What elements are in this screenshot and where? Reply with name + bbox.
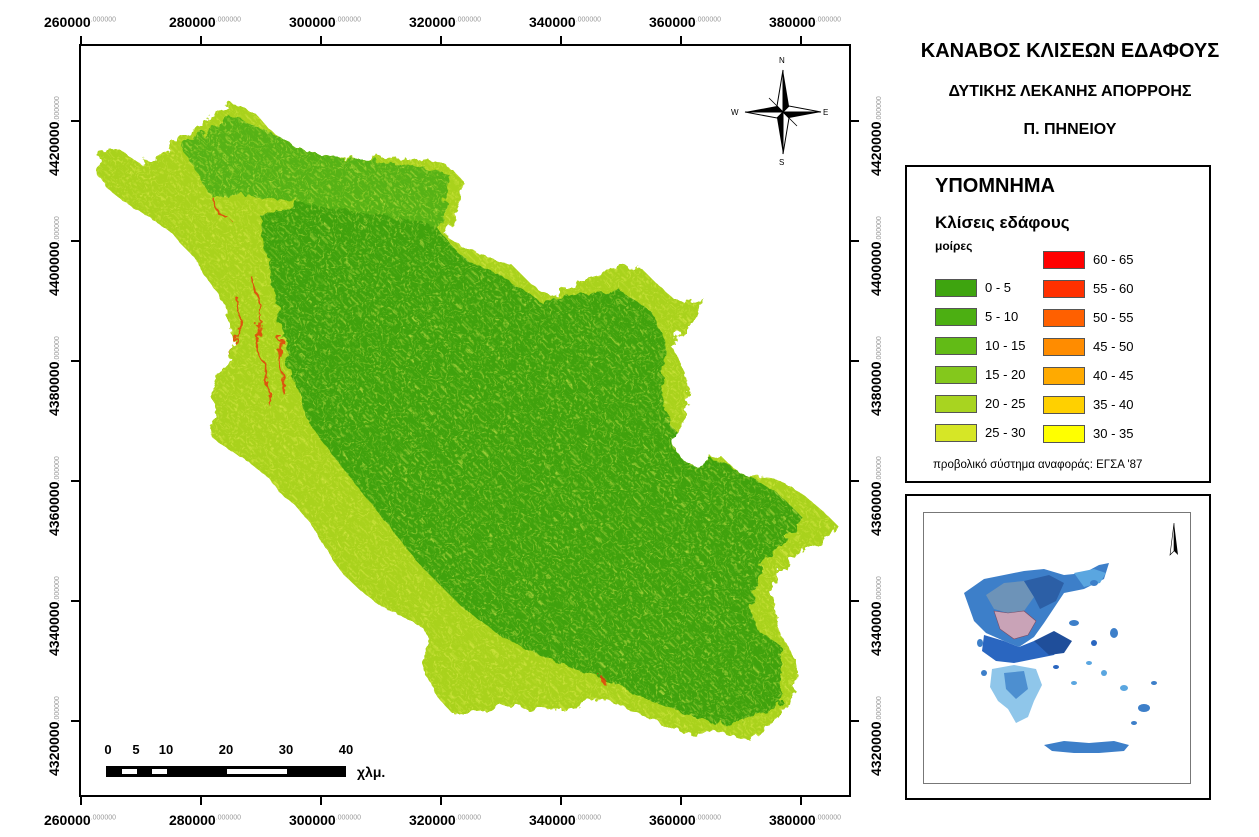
y-label: 4400000.000000 (46, 216, 62, 296)
inset-map-box (905, 494, 1211, 800)
x-label: 300000.000000 (288, 14, 362, 30)
map-title-line-1: ΚΑΝΑΒΟΣ ΚΛΙΣΕΩΝ ΕΔΑΦΟΥΣ (920, 40, 1220, 62)
slope-raster-map (97, 69, 836, 741)
legend-label: 10 - 15 (985, 338, 1026, 353)
x-label: 340000.000000 (528, 812, 602, 828)
x-label: 280000.000000 (168, 812, 242, 828)
y-label: 4380000.000000 (868, 336, 884, 416)
legend-label: 35 - 40 (1093, 397, 1134, 412)
map-frame: N S E W 0 5 10 20 30 40 χλμ. (79, 44, 851, 797)
y-label: 4420000.000000 (868, 96, 884, 176)
scale-tick-label: 0 (104, 742, 112, 757)
scale-tick-label: 10 (158, 742, 174, 757)
y-label: 4320000.000000 (868, 696, 884, 776)
legend-swatch (1043, 396, 1085, 414)
y-label: 4340000.000000 (46, 576, 62, 656)
y-label: 4340000.000000 (868, 576, 884, 656)
x-label: 280000.000000 (168, 14, 242, 30)
east-letter: E (823, 108, 829, 117)
y-label: 4320000.000000 (46, 696, 62, 776)
legend-label: 20 - 25 (985, 396, 1026, 411)
x-label: 340000.000000 (528, 14, 602, 30)
north-letter: N (779, 56, 785, 65)
legend-label: 50 - 55 (1093, 310, 1134, 325)
x-label: 260000.000000 (43, 812, 117, 828)
scale-tick-label: 5 (132, 742, 140, 757)
legend-label: 45 - 50 (1093, 339, 1134, 354)
legend-swatch (1043, 338, 1085, 356)
y-label: 4380000.000000 (46, 336, 62, 416)
legend-label: 0 - 5 (985, 280, 1012, 295)
y-label: 4400000.000000 (868, 216, 884, 296)
legend-unit: μοίρες (935, 239, 973, 253)
legend-swatch (935, 279, 977, 297)
legend-box: ΥΠΟΜΝΗΜΑ Κλίσεις εδάφους μοίρες 0 - 5 5 -… (905, 165, 1211, 483)
map-title-line-3: Π. ΠΗΝΕΙΟΥ (1023, 121, 1117, 138)
legend-swatch (1043, 251, 1085, 269)
legend-swatch (935, 308, 977, 326)
legend-swatch (1043, 309, 1085, 327)
legend-label: 55 - 60 (1093, 281, 1134, 296)
x-label: 360000.000000 (648, 14, 722, 30)
legend-label: 30 - 35 (1093, 426, 1134, 441)
scale-tick-label: 20 (218, 742, 234, 757)
legend-label: 40 - 45 (1093, 368, 1134, 383)
y-label: 4360000.000000 (868, 456, 884, 536)
greece-locator-map (964, 522, 1178, 753)
legend-swatch (1043, 280, 1085, 298)
scale-tick-label: 30 (278, 742, 294, 757)
y-label: 4360000.000000 (46, 456, 62, 536)
inset-map-frame (923, 512, 1191, 784)
x-label: 300000.000000 (288, 812, 362, 828)
legend-swatch (935, 366, 977, 384)
scale-unit: χλμ. (357, 764, 386, 780)
scale-bar-body (106, 766, 346, 777)
x-label: 320000.000000 (408, 812, 482, 828)
north-arrow (744, 69, 822, 155)
legend-label: 5 - 10 (985, 309, 1019, 324)
legend-swatch (1043, 425, 1085, 443)
west-letter: W (731, 108, 739, 117)
legend-subtitle: Κλίσεις εδάφους (935, 213, 1070, 232)
map-title-line-2: ΔΥΤΙΚΗΣ ΛΕΚΑΝΗΣ ΑΠΟΡΡΟΗΣ (948, 83, 1192, 100)
y-label: 4420000.000000 (46, 96, 62, 176)
x-label: 380000.000000 (768, 812, 842, 828)
x-label: 380000.000000 (768, 14, 842, 30)
scale-tick-label: 40 (338, 742, 354, 757)
legend-footnote: προβολικό σύστημα αναφοράς: ΕΓΣΑ '87 (933, 459, 1143, 471)
legend-swatch (935, 395, 977, 413)
legend-swatch (935, 337, 977, 355)
legend-label: 15 - 20 (985, 367, 1026, 382)
x-label: 260000.000000 (43, 14, 117, 30)
legend-label: 25 - 30 (985, 425, 1026, 440)
x-label: 360000.000000 (648, 812, 722, 828)
x-label: 320000.000000 (408, 14, 482, 30)
legend-swatch (1043, 367, 1085, 385)
legend-swatch (935, 424, 977, 442)
south-letter: S (779, 158, 785, 167)
inset-north-arrow-icon (1169, 522, 1178, 556)
legend-heading: ΥΠΟΜΝΗΜΑ (935, 175, 1055, 197)
legend-label: 60 - 65 (1093, 252, 1134, 267)
